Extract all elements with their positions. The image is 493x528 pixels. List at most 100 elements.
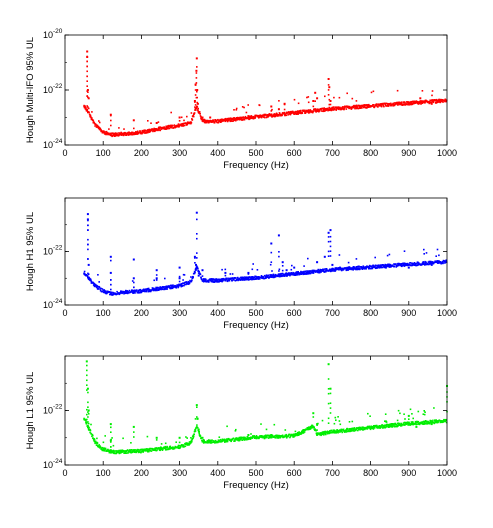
data-point — [398, 424, 400, 427]
data-point — [298, 433, 300, 436]
data-point — [164, 286, 166, 288]
data-point — [324, 108, 327, 110]
data-point — [138, 289, 141, 291]
data-point — [101, 446, 104, 449]
data-point — [101, 131, 104, 134]
data-point — [309, 272, 312, 275]
data-point — [390, 104, 392, 107]
data-point — [98, 447, 101, 449]
data-point — [423, 253, 425, 255]
data-point — [88, 111, 90, 114]
data-point — [329, 387, 332, 390]
x-tick-label: 500 — [248, 148, 263, 158]
data-point — [434, 421, 437, 424]
data-point — [201, 439, 203, 442]
data-point — [196, 267, 198, 270]
data-point — [235, 119, 237, 122]
data-point — [170, 111, 172, 114]
data-point — [98, 281, 100, 283]
data-point — [212, 281, 214, 283]
data-point — [238, 277, 240, 280]
data-point — [86, 374, 88, 377]
data-point — [90, 279, 92, 281]
data-point — [108, 291, 111, 293]
data-point — [165, 285, 167, 288]
data-point — [246, 436, 249, 438]
data-point — [228, 117, 230, 120]
data-point — [90, 280, 93, 283]
data-point — [217, 441, 219, 444]
data-point — [406, 103, 408, 106]
data-point — [323, 268, 325, 271]
data-point — [144, 448, 147, 451]
data-point — [113, 293, 115, 296]
x-tick-label: 700 — [325, 308, 340, 318]
data-point — [378, 104, 380, 107]
data-point — [194, 101, 196, 103]
data-point — [417, 423, 419, 425]
data-point — [137, 292, 139, 294]
data-point — [111, 135, 114, 137]
data-point — [148, 290, 150, 293]
data-point — [196, 96, 198, 99]
data-point — [110, 441, 112, 443]
data-point — [412, 263, 414, 266]
data-point — [194, 257, 196, 259]
data-point — [86, 369, 88, 372]
data-point — [408, 104, 410, 106]
data-point — [342, 428, 345, 431]
data-point — [386, 105, 389, 107]
data-point — [412, 421, 414, 423]
data-point — [363, 428, 366, 431]
data-point — [159, 126, 162, 129]
data-point — [144, 290, 146, 292]
data-point — [339, 268, 341, 271]
data-point — [245, 278, 248, 281]
data-point — [322, 268, 324, 271]
data-point — [232, 118, 234, 120]
data-point — [139, 132, 142, 135]
data-point — [225, 278, 228, 280]
data-point — [143, 448, 146, 451]
data-point — [408, 418, 410, 420]
data-point — [436, 260, 438, 262]
data-point — [87, 409, 90, 412]
data-point — [288, 113, 291, 115]
data-point — [125, 452, 127, 454]
data-point — [327, 417, 330, 420]
data-point — [252, 436, 255, 438]
data-point — [128, 291, 130, 294]
data-point — [382, 264, 384, 266]
data-point — [389, 263, 392, 266]
data-point — [260, 115, 262, 118]
data-point — [234, 277, 236, 279]
data-point — [239, 438, 242, 441]
data-point — [155, 439, 158, 441]
data-point — [334, 416, 337, 419]
data-point — [175, 287, 177, 289]
data-point — [276, 434, 278, 437]
data-point — [365, 104, 367, 107]
data-point — [379, 103, 381, 105]
data-point — [196, 218, 198, 221]
data-point — [445, 418, 447, 421]
data-point — [192, 435, 195, 438]
data-point — [258, 277, 260, 279]
data-point — [377, 106, 379, 108]
data-point — [232, 117, 235, 119]
data-point — [96, 444, 98, 447]
x-axis-label: Frequency (Hz) — [223, 320, 288, 331]
data-point — [362, 428, 364, 431]
data-point — [339, 268, 341, 270]
data-point — [380, 266, 383, 269]
data-point — [133, 431, 135, 433]
data-point — [412, 262, 415, 265]
data-point — [228, 279, 231, 282]
data-point — [270, 261, 273, 263]
data-point — [181, 284, 184, 287]
x-tick-label: 0 — [62, 468, 67, 478]
data-point — [182, 124, 185, 127]
data-point — [95, 286, 98, 288]
data-point — [421, 101, 423, 103]
data-point — [269, 276, 271, 278]
